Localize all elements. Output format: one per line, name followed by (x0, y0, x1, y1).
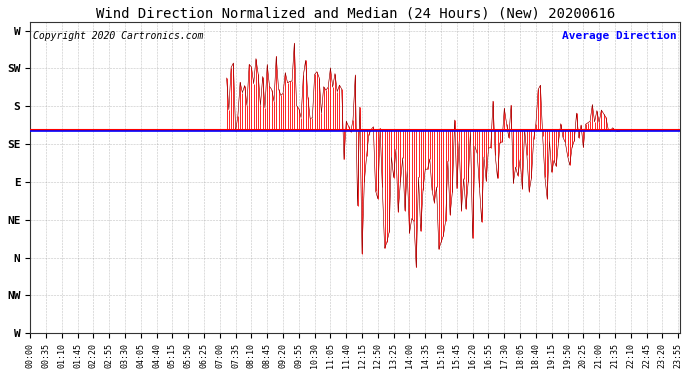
Title: Wind Direction Normalized and Median (24 Hours) (New) 20200616: Wind Direction Normalized and Median (24… (96, 7, 615, 21)
Text: Average Direction: Average Direction (562, 32, 677, 42)
Text: Copyright 2020 Cartronics.com: Copyright 2020 Cartronics.com (33, 32, 204, 42)
